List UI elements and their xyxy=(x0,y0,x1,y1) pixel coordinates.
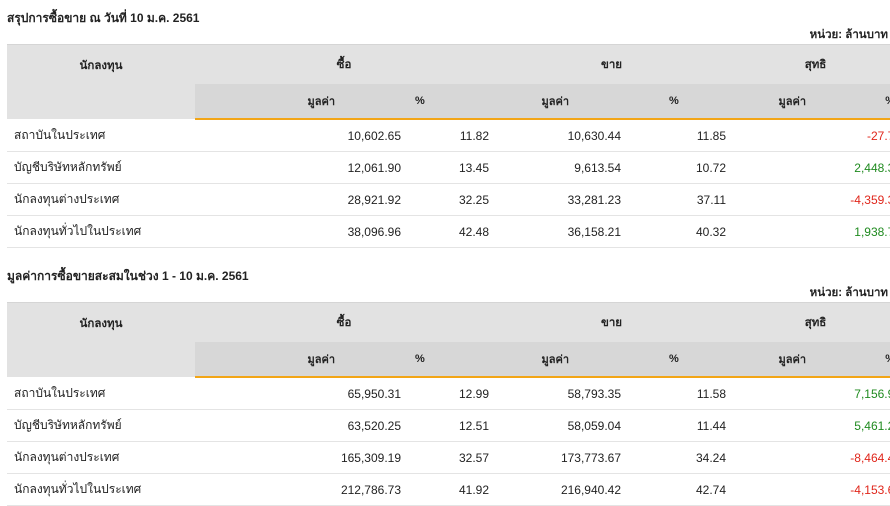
net-value: 1,938.74 xyxy=(730,215,890,248)
net-value: -4,153.69 xyxy=(730,473,890,506)
header-buy-value: มูลค่า xyxy=(195,342,405,378)
header-sell-percent: % xyxy=(625,342,730,378)
table-row: สถาบันในประเทศ 65,950.31 12.99 58,793.35… xyxy=(7,377,890,410)
net-value: 5,461.21 xyxy=(730,409,890,442)
header-net: สุทธิ xyxy=(730,44,890,84)
buy-value: 165,309.19 xyxy=(195,441,405,474)
buy-value: 65,950.31 xyxy=(195,377,405,410)
sell-percent: 10.72 xyxy=(625,151,730,184)
sell-percent: 11.85 xyxy=(625,119,730,152)
header-sell-percent: % xyxy=(625,84,730,120)
table-body: สถาบันในประเทศ 65,950.31 12.99 58,793.35… xyxy=(7,377,890,506)
investor-name: สถาบันในประเทศ xyxy=(7,377,195,410)
buy-percent: 32.57 xyxy=(405,441,493,474)
investor-name: บัญชีบริษัทหลักทรัพย์ xyxy=(7,151,195,184)
unit-label: หน่วย: ล้านบาท xyxy=(809,29,888,41)
header-sell-value: มูลค่า xyxy=(493,84,625,120)
table-row: บัญชีบริษัทหลักทรัพย์ 12,061.90 13.45 9,… xyxy=(7,151,890,184)
buy-percent: 13.45 xyxy=(405,151,493,184)
header-net-percent: % xyxy=(818,84,890,120)
sell-percent: 40.32 xyxy=(625,215,730,248)
sell-percent: 11.44 xyxy=(625,409,730,442)
header-net-value: มูลค่า xyxy=(730,84,818,120)
table-row: นักลงทุนต่างประเทศ 165,309.19 32.57 173,… xyxy=(7,441,890,474)
sell-percent: 34.24 xyxy=(625,441,730,474)
net-value: -8,464.48 xyxy=(730,441,890,474)
sell-value: 173,773.67 xyxy=(493,441,625,474)
summary-table: นักลงทุน ซื้อ ขาย สุทธิ มูลค่า % มูลค่า … xyxy=(7,44,890,248)
net-value: -4,359.31 xyxy=(730,183,890,216)
sell-value: 216,940.42 xyxy=(493,473,625,506)
header-buy-percent: % xyxy=(405,342,493,378)
header-net-value: มูลค่า xyxy=(730,342,818,378)
buy-value: 28,921.92 xyxy=(195,183,405,216)
summary-section: สรุปการซื้อขาย ณ วันที่ 10 ม.ค. 2561 หน่… xyxy=(0,0,890,248)
investor-name: บัญชีบริษัทหลักทรัพย์ xyxy=(7,409,195,442)
table-row: นักลงทุนทั่วไปในประเทศ 212,786.73 41.92 … xyxy=(7,473,890,506)
buy-value: 12,061.90 xyxy=(195,151,405,184)
buy-percent: 12.99 xyxy=(405,377,493,410)
header-investor: นักลงทุน xyxy=(7,302,195,377)
header-buy: ซื้อ xyxy=(195,44,493,84)
table-row: บัญชีบริษัทหลักทรัพย์ 63,520.25 12.51 58… xyxy=(7,409,890,442)
buy-value: 38,096.96 xyxy=(195,215,405,248)
header-buy: ซื้อ xyxy=(195,302,493,342)
sell-value: 58,793.35 xyxy=(493,377,625,410)
table-row: สถาบันในประเทศ 10,602.65 11.82 10,630.44… xyxy=(7,119,890,152)
section-title: สรุปการซื้อขาย ณ วันที่ 10 ม.ค. 2561 xyxy=(7,11,200,25)
buy-percent: 42.48 xyxy=(405,215,493,248)
sell-value: 33,281.23 xyxy=(493,183,625,216)
investor-name: นักลงทุนทั่วไปในประเทศ xyxy=(7,473,195,506)
header-sell: ขาย xyxy=(493,44,730,84)
net-value: 7,156.96 xyxy=(730,377,890,410)
buy-percent: 11.82 xyxy=(405,119,493,152)
buy-value: 10,602.65 xyxy=(195,119,405,152)
summary-section: มูลค่าการซื้อขายสะสมในช่วง 1 - 10 ม.ค. 2… xyxy=(0,248,890,506)
investor-name: นักลงทุนต่างประเทศ xyxy=(7,441,195,474)
unit-label: หน่วย: ล้านบาท xyxy=(809,287,888,299)
net-value: -27.79 xyxy=(730,119,890,152)
section-title: มูลค่าการซื้อขายสะสมในช่วง 1 - 10 ม.ค. 2… xyxy=(7,269,249,283)
investor-name: นักลงทุนทั่วไปในประเทศ xyxy=(7,215,195,248)
buy-percent: 41.92 xyxy=(405,473,493,506)
header-buy-value: มูลค่า xyxy=(195,84,405,120)
sell-value: 58,059.04 xyxy=(493,409,625,442)
buy-percent: 32.25 xyxy=(405,183,493,216)
buy-value: 63,520.25 xyxy=(195,409,405,442)
sell-percent: 42.74 xyxy=(625,473,730,506)
sell-percent: 11.58 xyxy=(625,377,730,410)
header-buy-percent: % xyxy=(405,84,493,120)
header-net: สุทธิ xyxy=(730,302,890,342)
buy-value: 212,786.73 xyxy=(195,473,405,506)
buy-percent: 12.51 xyxy=(405,409,493,442)
sell-value: 10,630.44 xyxy=(493,119,625,152)
header-investor: นักลงทุน xyxy=(7,44,195,119)
table-row: นักลงทุนทั่วไปในประเทศ 38,096.96 42.48 3… xyxy=(7,215,890,248)
header-net-percent: % xyxy=(818,342,890,378)
investor-name: สถาบันในประเทศ xyxy=(7,119,195,152)
header-sell: ขาย xyxy=(493,302,730,342)
investor-name: นักลงทุนต่างประเทศ xyxy=(7,183,195,216)
net-value: 2,448.36 xyxy=(730,151,890,184)
sell-value: 9,613.54 xyxy=(493,151,625,184)
summary-table: นักลงทุน ซื้อ ขาย สุทธิ มูลค่า % มูลค่า … xyxy=(7,302,890,506)
header-sell-value: มูลค่า xyxy=(493,342,625,378)
sell-value: 36,158.21 xyxy=(493,215,625,248)
sell-percent: 37.11 xyxy=(625,183,730,216)
table-body: สถาบันในประเทศ 10,602.65 11.82 10,630.44… xyxy=(7,119,890,248)
table-row: นักลงทุนต่างประเทศ 28,921.92 32.25 33,28… xyxy=(7,183,890,216)
